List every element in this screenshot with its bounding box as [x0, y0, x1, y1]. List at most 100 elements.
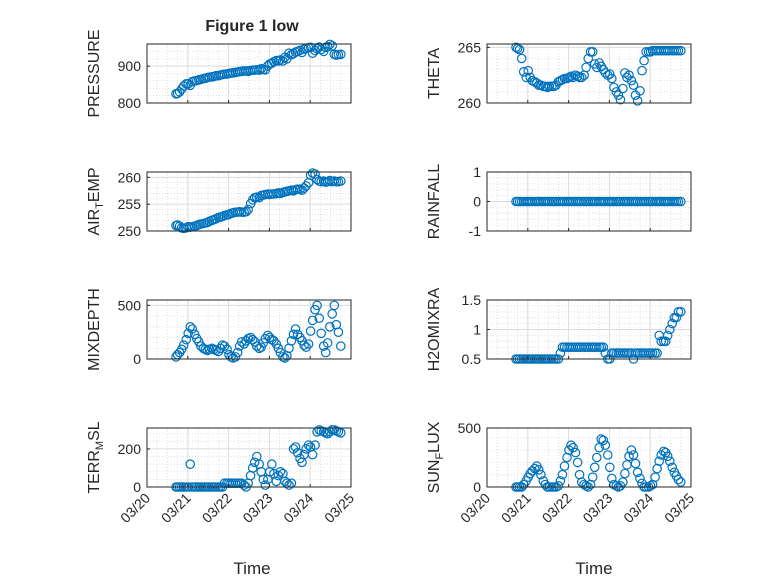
data-point — [333, 327, 344, 337]
data-point — [185, 321, 195, 332]
subplot-1: 800 900 PRESSURE — [86, 29, 352, 118]
data-point — [310, 304, 320, 315]
data-point — [544, 81, 555, 92]
data-point — [664, 324, 675, 335]
data-point — [673, 196, 684, 207]
y-tick-label: 260 — [118, 169, 142, 185]
y-tick-label: 260 — [458, 95, 482, 111]
data-point — [217, 211, 228, 222]
data-point — [572, 457, 583, 468]
data-point — [557, 74, 568, 85]
y-tick-label: 500 — [118, 297, 142, 313]
data-point — [258, 338, 269, 348]
y-tick-label: 200 — [118, 441, 142, 457]
x-tick-label: 03/23 — [579, 490, 615, 526]
data-point — [624, 451, 634, 462]
data-point — [273, 343, 284, 354]
axes-box — [146, 43, 352, 104]
axes-box — [146, 171, 352, 232]
data-point — [583, 53, 593, 64]
data-point — [178, 340, 189, 350]
data-point — [290, 442, 301, 452]
data-point — [673, 306, 684, 317]
data-point — [529, 463, 540, 474]
data-point — [594, 442, 604, 453]
x-tick-label: 03/25 — [661, 490, 697, 526]
subplot-4: -1 0 1 RAINFALL — [426, 164, 692, 240]
data-point — [559, 461, 570, 471]
data-point — [266, 459, 277, 469]
data-point — [335, 427, 346, 438]
data-point — [667, 462, 677, 473]
data-point — [632, 467, 643, 478]
data-point — [662, 330, 673, 341]
data-point — [660, 336, 671, 347]
data-point — [615, 94, 626, 105]
data-point — [307, 315, 318, 326]
axes-box — [146, 427, 352, 488]
data-point — [224, 209, 234, 220]
data-point — [618, 477, 628, 487]
y-tick-label: 265 — [458, 39, 482, 55]
data-point — [516, 53, 527, 64]
y-tick-label: 1 — [473, 322, 481, 338]
data-point — [585, 479, 596, 490]
y-axis-label: AIRTEMP — [86, 167, 106, 235]
data-point — [310, 440, 320, 450]
subplot-8: 0 500 03/20 03/21 03/22 03/23 03/24 03/25 SUNFLU… — [426, 420, 697, 526]
data-point — [181, 334, 191, 345]
data-point — [589, 462, 600, 473]
y-tick-label: 800 — [118, 95, 142, 111]
data-point — [314, 313, 324, 323]
data-point — [322, 338, 333, 348]
data-point — [645, 480, 656, 491]
data-point — [514, 44, 525, 55]
data-point — [335, 49, 346, 60]
subplot-2: 260 265 THETA — [426, 39, 692, 111]
data-point — [301, 181, 311, 191]
data-point — [299, 340, 309, 350]
figure-title: Figure 1 low — [205, 18, 299, 35]
subplot-6: 0.5 1 1.5 H2OMIXRA — [426, 287, 692, 371]
data-point — [602, 450, 613, 460]
plot-area — [147, 428, 351, 487]
data-point — [258, 474, 269, 485]
data-point — [613, 90, 624, 100]
data-point — [637, 65, 647, 76]
data-point — [587, 46, 598, 57]
data-point — [609, 82, 619, 93]
data-point — [187, 324, 198, 334]
data-point — [260, 333, 271, 344]
data-point — [232, 347, 243, 358]
y-axis-label: TERRMSL — [86, 421, 106, 493]
data-point — [618, 83, 628, 94]
x-tick-label: 03/21 — [498, 490, 534, 526]
y-axis-label: SUNFLUX — [426, 421, 446, 493]
data-point — [275, 466, 286, 477]
data-point — [600, 68, 611, 78]
data-point — [316, 44, 326, 55]
data-point — [307, 449, 318, 460]
data-point — [604, 69, 615, 79]
data-point — [209, 344, 219, 355]
y-axis-label: RAINFALL — [426, 164, 443, 240]
x-tick-label: 03/20 — [117, 490, 153, 526]
data-point — [628, 80, 639, 90]
data-point — [185, 459, 195, 469]
axes-box — [146, 299, 352, 360]
data-point — [269, 335, 279, 346]
data-point — [335, 341, 346, 351]
data-point — [324, 321, 335, 332]
data-point — [576, 72, 587, 83]
data-point — [635, 473, 645, 484]
data-point — [219, 341, 230, 351]
data-point — [236, 207, 247, 217]
data-point — [656, 336, 666, 347]
data-point — [600, 440, 611, 450]
data-point — [591, 452, 602, 463]
data-point — [570, 447, 581, 458]
y-tick-label: 0 — [133, 351, 141, 367]
data-point — [536, 469, 546, 480]
data-point — [243, 204, 253, 215]
data-point — [542, 82, 553, 93]
